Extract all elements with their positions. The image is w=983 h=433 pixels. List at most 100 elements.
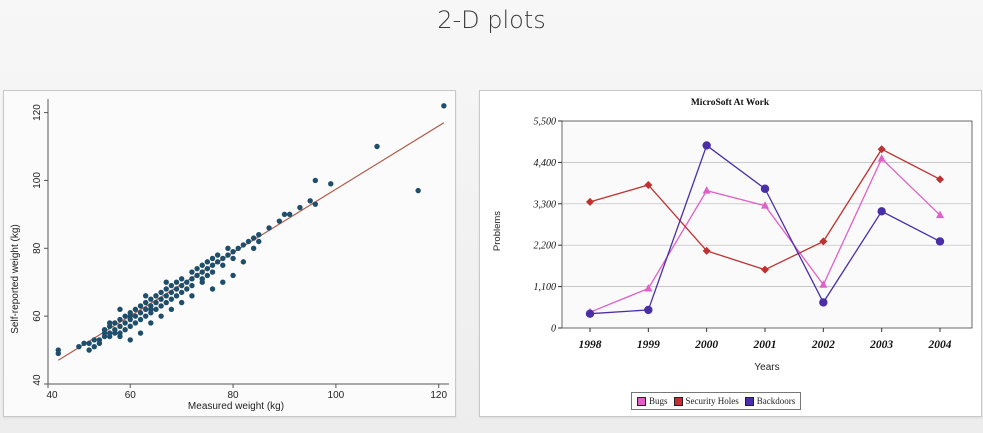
line-chart: MicroSoft At Work 0 1,100 2,200 3,300 4,400 5… xyxy=(492,98,973,373)
scatter-point xyxy=(214,252,221,258)
scatter-point xyxy=(86,340,92,346)
scatter-point xyxy=(286,211,293,218)
scatter-point xyxy=(117,306,123,313)
scatter-point xyxy=(137,310,144,316)
scatter-point xyxy=(163,286,169,292)
scatter-point xyxy=(91,343,97,350)
scatter-point xyxy=(148,306,154,313)
data-point xyxy=(819,298,828,307)
scatter-point xyxy=(127,323,133,330)
data-point xyxy=(644,305,653,315)
scatter-point xyxy=(158,313,164,319)
scatter-point xyxy=(158,303,164,309)
y-tick-label: 4,400 xyxy=(534,158,557,169)
x-tick-label: 60 xyxy=(125,390,137,401)
scatter-point xyxy=(142,313,149,319)
scatter-point xyxy=(245,238,252,245)
scatter-point xyxy=(168,296,175,302)
legend-swatch xyxy=(673,396,683,406)
legend-label: Bugs xyxy=(649,396,668,406)
scatter-point xyxy=(142,306,149,313)
scatter-point xyxy=(168,282,175,289)
y-tick-label: 120 xyxy=(32,104,43,121)
scatter-point xyxy=(225,252,231,258)
x-tick-label: 80 xyxy=(228,390,240,401)
scatter-point xyxy=(240,242,247,248)
scatter-point xyxy=(199,269,205,275)
y-axis-label: Problems xyxy=(492,211,503,251)
legend-swatch xyxy=(744,396,754,406)
chart-legend: Bugs Security Holes Backdoors xyxy=(631,392,802,410)
scatter-point xyxy=(250,245,257,251)
scatter-point xyxy=(194,272,200,279)
scatter-point xyxy=(148,296,154,302)
legend-item-backdoors: Backdoors xyxy=(744,396,796,406)
scatter-point xyxy=(55,350,61,357)
data-point xyxy=(877,145,886,154)
scatter-point xyxy=(163,299,169,306)
scatter-point xyxy=(112,320,118,326)
scatter-point xyxy=(194,265,200,272)
scatter-point xyxy=(281,211,288,218)
x-tick-label: 40 xyxy=(46,390,58,401)
scatter-point xyxy=(153,299,159,306)
scatter-point xyxy=(199,279,205,285)
scatter-point xyxy=(415,187,421,194)
scatter-point xyxy=(168,289,175,296)
data-point xyxy=(760,184,770,193)
scatter-point xyxy=(148,320,154,326)
scatter-point xyxy=(112,330,118,336)
x-tick-label: 100 xyxy=(328,390,345,401)
data-point xyxy=(819,237,828,246)
scatter-point xyxy=(220,255,226,262)
scatter-point xyxy=(441,103,447,109)
scatter-point xyxy=(297,204,303,211)
scatter-point xyxy=(127,337,133,343)
scatter-point xyxy=(132,320,139,326)
y-tick-label: 60 xyxy=(32,310,43,322)
scatter-point xyxy=(184,279,190,285)
x-axis-label: Years xyxy=(754,362,779,373)
scatter-point xyxy=(235,245,241,251)
scatter-point xyxy=(76,343,82,350)
scatter-point xyxy=(158,296,164,302)
scatter-point xyxy=(220,279,226,285)
scatter-point xyxy=(250,235,257,241)
legend-item-bugs: Bugs xyxy=(637,396,668,406)
scatter-point xyxy=(81,340,87,346)
scatter-point xyxy=(132,313,139,319)
scatter-point xyxy=(204,272,211,279)
x-tick-label: 2004 xyxy=(928,339,952,351)
legend-label: Backdoors xyxy=(756,396,796,406)
scatter-point xyxy=(209,262,216,268)
scatter-point xyxy=(96,340,103,346)
scatter-point xyxy=(184,286,190,292)
scatter-point xyxy=(214,259,221,265)
scatter-point xyxy=(312,201,319,207)
x-tick-label: 1998 xyxy=(579,339,602,351)
data-point xyxy=(877,154,886,162)
scatter-point xyxy=(209,255,216,262)
scatter-point xyxy=(189,276,195,282)
scatter-point xyxy=(276,218,283,224)
scatter-point xyxy=(189,282,195,289)
scatter-point xyxy=(117,333,123,340)
scatter-point xyxy=(189,293,195,299)
scatter-point xyxy=(307,198,313,204)
y-tick-label: 100 xyxy=(32,172,43,189)
scatter-point xyxy=(132,306,139,313)
scatter-point xyxy=(173,286,180,292)
scatter-point xyxy=(137,303,144,309)
data-point xyxy=(936,175,944,184)
scatter-point xyxy=(240,259,247,265)
scatter-point xyxy=(122,327,128,333)
x-tick-label: 2003 xyxy=(869,339,893,351)
scatter-point xyxy=(142,299,149,306)
scatter-chart: 40 60 80 100 120 40 60 80 100 120 Measured weigh… xyxy=(10,99,449,412)
series-security-holes xyxy=(586,145,944,274)
slide-title: 2-D plots xyxy=(437,6,546,34)
data-point xyxy=(819,280,828,288)
scatter-point xyxy=(168,306,175,313)
series-backdoors xyxy=(585,141,945,318)
legend-item-security-holes: Security Holes xyxy=(673,396,739,406)
